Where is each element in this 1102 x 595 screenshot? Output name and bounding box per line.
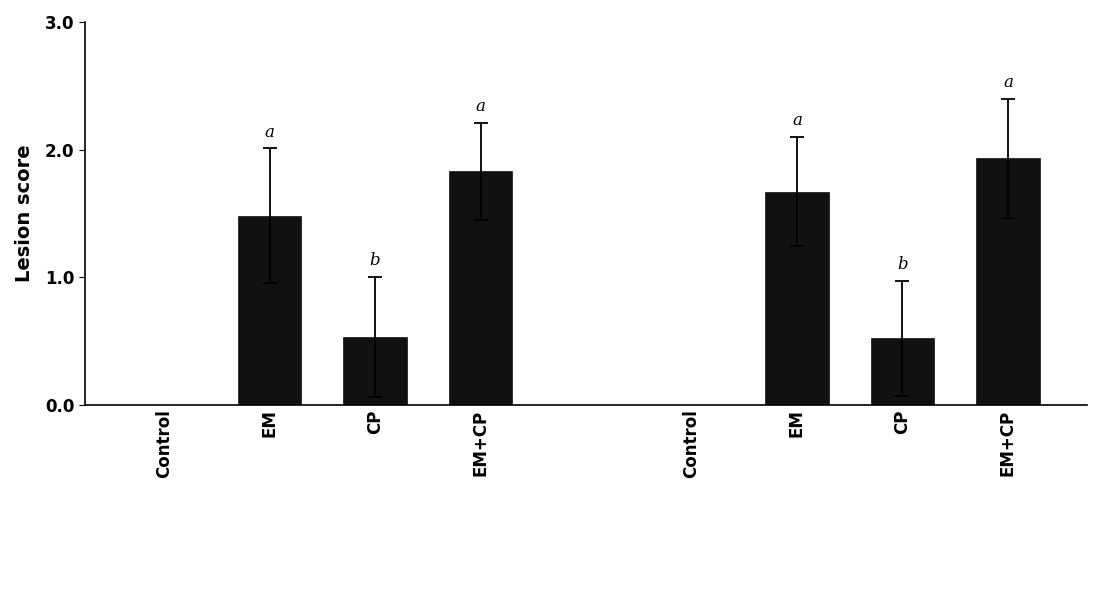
Bar: [765, 192, 829, 405]
Bar: [344, 337, 407, 405]
Text: b: b: [897, 256, 908, 273]
Text: a: a: [476, 98, 486, 115]
Y-axis label: Lesion score: Lesion score: [15, 145, 34, 282]
Text: a: a: [264, 124, 274, 140]
Text: b: b: [370, 252, 380, 270]
Bar: [449, 171, 512, 405]
Bar: [238, 216, 301, 405]
Text: a: a: [1003, 74, 1013, 91]
Text: a: a: [792, 112, 802, 129]
Bar: [976, 158, 1039, 405]
Bar: [871, 339, 934, 405]
